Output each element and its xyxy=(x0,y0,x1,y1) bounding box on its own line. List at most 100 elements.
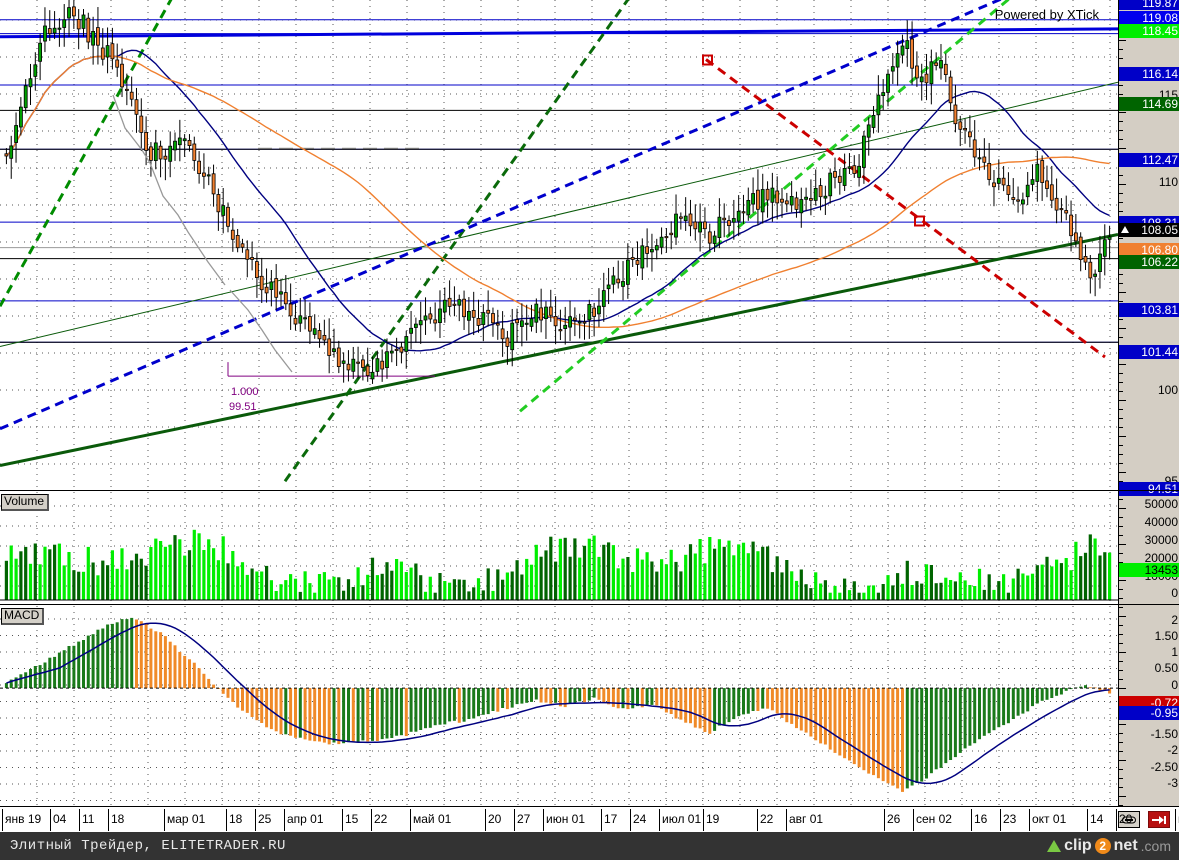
time-axis-label: 20 xyxy=(488,812,502,826)
time-axis-label: 04 xyxy=(53,812,67,826)
axis-tick xyxy=(1119,427,1123,428)
axis-tick xyxy=(1119,94,1123,95)
time-axis-separator xyxy=(342,809,343,831)
macd-tick-1.50: 1.50 xyxy=(1154,629,1178,643)
time-axis-label: мар 01 xyxy=(167,812,206,826)
axis-tick xyxy=(1119,238,1123,239)
level-119-87[interactable]: 119.87 xyxy=(1119,0,1179,10)
status-bar: Элитный Трейдер, ELITETRADER.RU clip 2 n… xyxy=(0,832,1179,860)
time-axis-separator xyxy=(884,809,885,831)
axis-tick xyxy=(1119,670,1123,671)
level-119-08[interactable]: 119.08 xyxy=(1119,11,1179,25)
level-103-81[interactable]: 103.81 xyxy=(1119,303,1179,317)
time-axis-separator xyxy=(255,809,256,831)
time-axis-separator xyxy=(601,809,602,831)
axis-badge-value: 119.87 xyxy=(1142,0,1178,10)
time-axis-separator xyxy=(543,809,544,831)
time-axis-label: 19 xyxy=(706,812,720,826)
level-114-69[interactable]: 114.69 xyxy=(1119,97,1179,111)
axis-badge-value: 119.08 xyxy=(1142,11,1178,25)
macd-tick--2.50: -2.50 xyxy=(1150,760,1178,774)
time-axis-separator xyxy=(971,809,972,831)
time-axis-separator xyxy=(108,809,109,831)
axis-tick xyxy=(1119,679,1123,680)
time-axis-label: ноя 01 xyxy=(1175,812,1179,827)
axis-tick xyxy=(1119,661,1123,662)
macd-value[interactable]: -0.95 xyxy=(1119,706,1179,720)
axis-tick xyxy=(1119,40,1126,41)
price-axis[interactable]: 110105100955000040000300002000010000021.… xyxy=(1118,0,1179,806)
level-116-14[interactable]: 116.14 xyxy=(1119,67,1179,81)
time-axis-label: авг 01 xyxy=(789,812,824,826)
time-axis-separator xyxy=(1000,809,1001,831)
level-101-44[interactable]: 101.44 xyxy=(1119,345,1179,359)
scroll-to-end-icon xyxy=(1149,812,1169,827)
time-axis-separator xyxy=(913,809,914,831)
axis-tick xyxy=(1119,589,1123,590)
volume-current[interactable]: 13453 xyxy=(1119,563,1179,577)
axis-tick xyxy=(1119,337,1123,338)
level-118-45[interactable]: 118.45 xyxy=(1119,24,1179,38)
volume-tick-50000: 50000 xyxy=(1144,497,1178,511)
price-chart-panel[interactable] xyxy=(0,0,1118,490)
axis-badge-value: 114.69 xyxy=(1142,97,1178,111)
axis-tick xyxy=(1119,373,1123,374)
axis-tick xyxy=(1119,319,1123,320)
time-axis-label: сен 02 xyxy=(916,812,952,826)
link-icon-button[interactable] xyxy=(1118,811,1140,828)
axis-tick xyxy=(1119,769,1123,770)
time-axis-label: 24 xyxy=(633,812,647,826)
axis-badge-value: 103.81 xyxy=(1141,303,1178,317)
volume-chart-panel[interactable]: Volume xyxy=(0,492,1118,604)
time-axis[interactable]: янв 19 04 11 18 мар 01 18 25 апр 01 15 22 май 01 20… xyxy=(0,806,1179,832)
time-axis-separator xyxy=(786,809,787,831)
scroll-to-end-button[interactable] xyxy=(1148,811,1170,828)
axis-tick xyxy=(1119,652,1126,653)
time-axis-label: 18 xyxy=(229,812,243,826)
axis-badge-value: 94.51 xyxy=(1147,482,1178,496)
time-axis-separator xyxy=(757,809,758,831)
volume-panel-tag[interactable]: Volume xyxy=(1,494,50,511)
clip2net-logo[interactable]: clip 2 net .com xyxy=(1047,836,1171,856)
axis-badge-value: 112.47 xyxy=(1142,153,1178,167)
fib-price-label: 99.51 xyxy=(229,401,257,413)
axis-tick xyxy=(1119,526,1123,527)
panel-divider-2 xyxy=(0,604,1118,605)
level-106-22[interactable]: 106.22 xyxy=(1119,255,1179,269)
time-axis-label: июл 01 xyxy=(662,812,702,826)
axis-tick xyxy=(1119,274,1123,275)
upload-arrow-icon xyxy=(1047,840,1062,852)
axis-tick xyxy=(1119,418,1123,419)
axis-tick xyxy=(1119,409,1123,410)
axis-tick xyxy=(1119,364,1126,365)
macd-tick--3: -3 xyxy=(1167,776,1178,790)
axis-tick xyxy=(1119,211,1123,212)
axis-tick xyxy=(1119,301,1123,302)
time-axis-separator xyxy=(371,809,372,831)
macd-panel-tag[interactable]: MACD xyxy=(1,608,45,625)
time-axis-separator xyxy=(1029,809,1030,831)
cursor-price[interactable]: 108.05 xyxy=(1119,223,1179,237)
logo-word-1: clip xyxy=(1064,837,1092,854)
level-94-51[interactable]: 94.51 xyxy=(1119,482,1179,496)
time-axis-label: 20 xyxy=(1119,812,1133,826)
axis-badge-value: 106.22 xyxy=(1141,255,1178,269)
level-106-80[interactable]: 106.80 xyxy=(1119,243,1179,257)
time-axis-separator xyxy=(2,809,3,831)
time-axis-separator xyxy=(410,809,411,831)
axis-tick xyxy=(1119,193,1123,194)
level-112-47[interactable]: 112.47 xyxy=(1119,153,1179,167)
axis-tick xyxy=(1119,481,1123,482)
macd-tick--2: -2 xyxy=(1167,743,1178,757)
axis-tick xyxy=(1119,634,1123,635)
time-axis-label: 22 xyxy=(374,812,388,826)
macd-tick-0: 0 xyxy=(1171,678,1178,692)
axis-tick xyxy=(1119,724,1126,725)
time-axis-separator xyxy=(1087,809,1088,831)
time-axis-label: 17 xyxy=(604,812,618,826)
macd-chart-panel[interactable]: MACD xyxy=(0,606,1118,806)
time-axis-separator xyxy=(485,809,486,831)
axis-tick xyxy=(1119,49,1123,50)
macd-tick-2: 2 xyxy=(1171,613,1178,627)
time-axis-label: май 01 xyxy=(413,812,452,826)
